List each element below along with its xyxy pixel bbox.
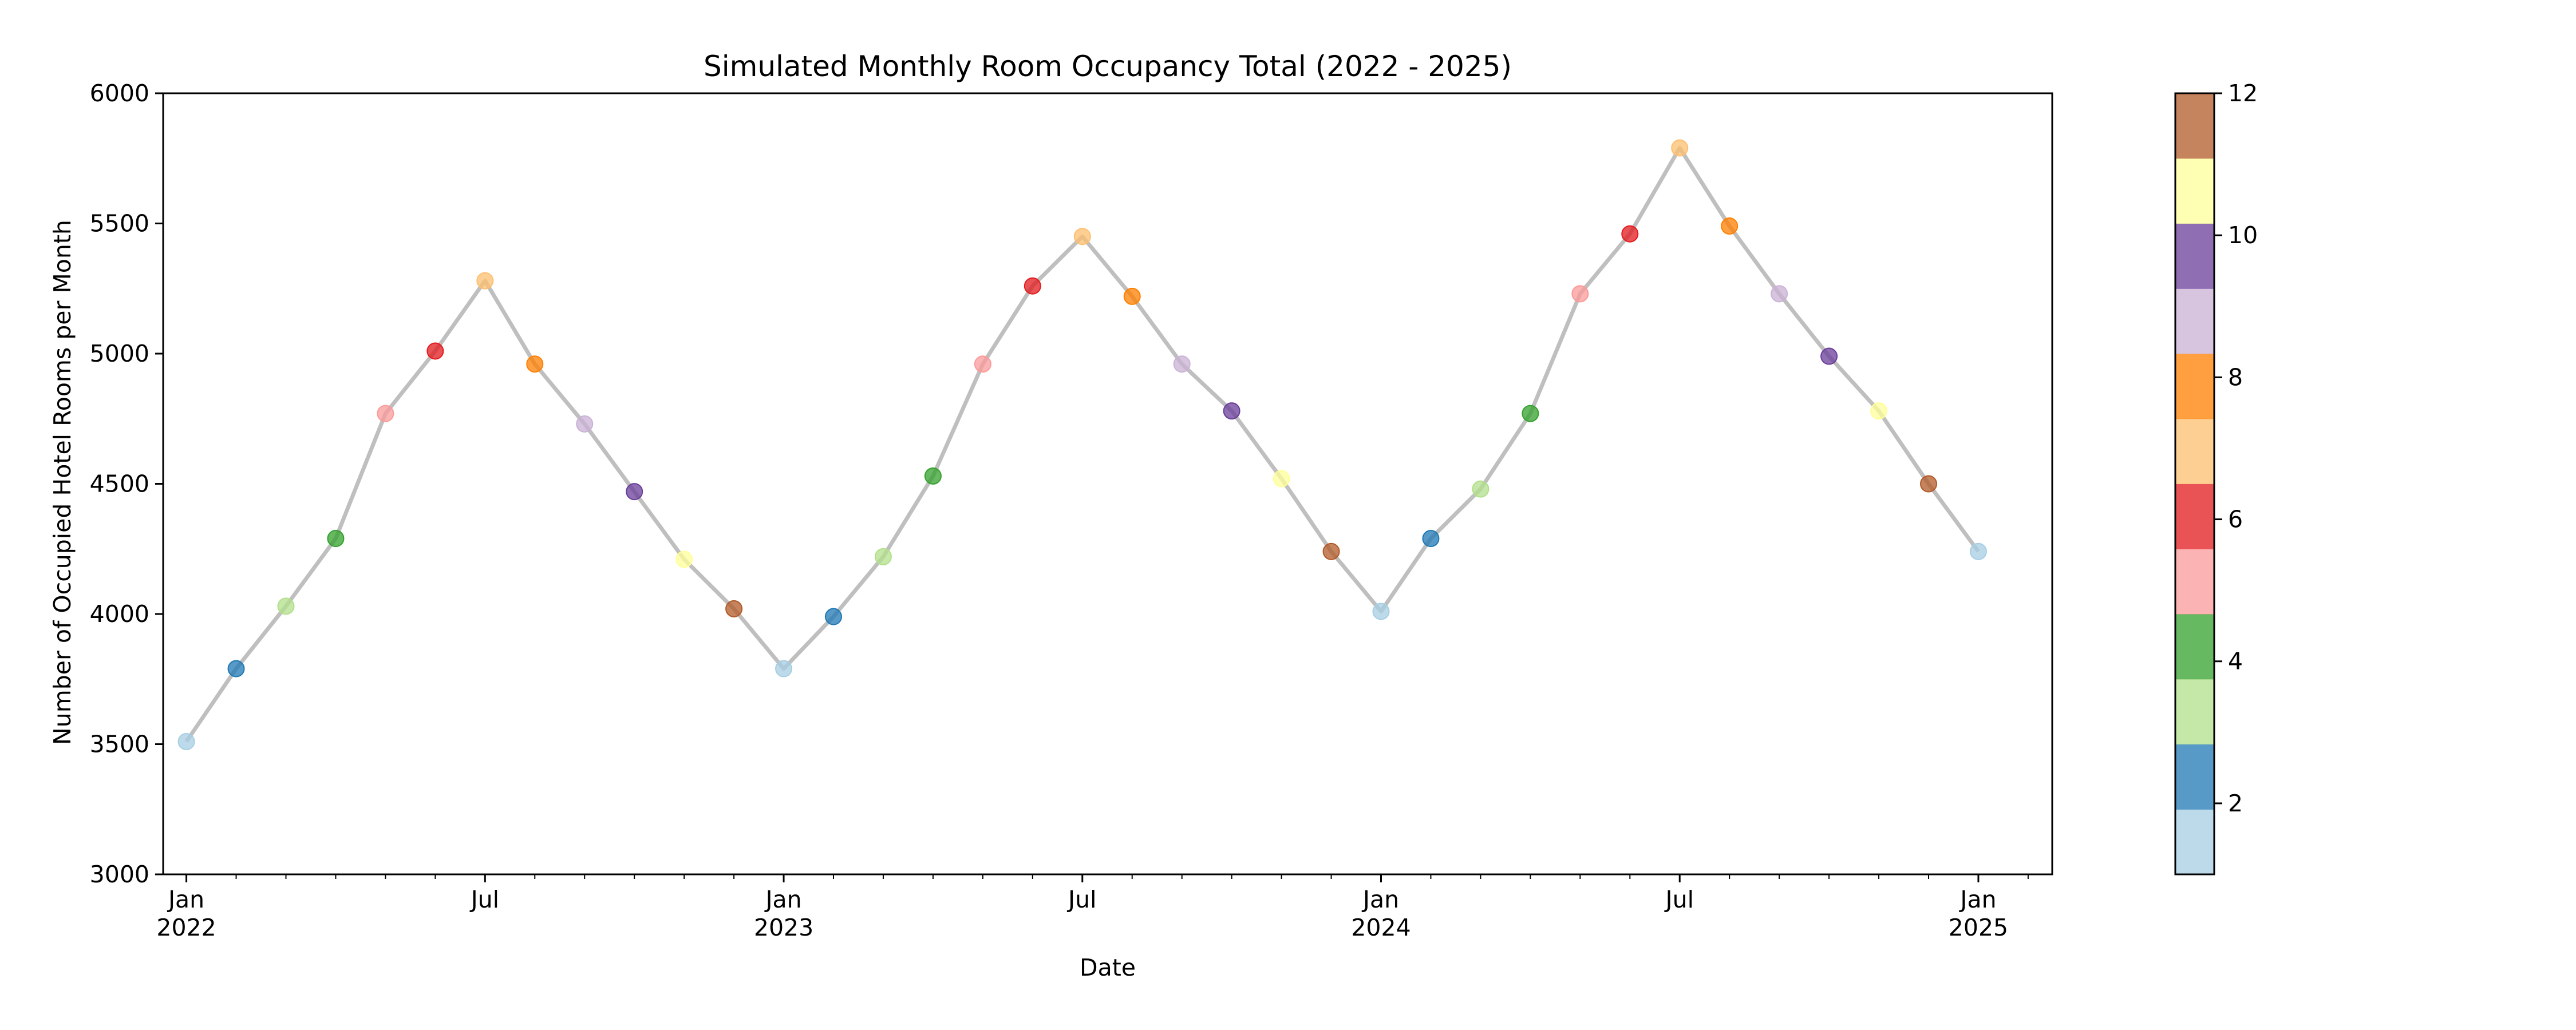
x-tick-label: Jan [1361, 886, 1399, 913]
data-point [1870, 402, 1888, 420]
x-tick-label: Jul [469, 886, 499, 913]
colorbar-segment [2175, 484, 2214, 549]
data-point [1322, 542, 1340, 560]
colorbar-segment [2175, 93, 2214, 159]
colorbar-segment [2175, 809, 2214, 875]
colorbar-segment [2175, 744, 2214, 810]
colorbar-ticks: 2 4 6 8 10 12 [2214, 80, 2258, 817]
data-point [277, 597, 295, 615]
colorbar-segment [2175, 158, 2214, 224]
data-point [426, 342, 444, 360]
colorbar-tick-label: 8 [2228, 363, 2243, 391]
data-point [476, 272, 494, 290]
data-point [377, 405, 394, 422]
data-point [1522, 405, 1539, 422]
data-point [1273, 470, 1290, 488]
plot-area [162, 92, 2053, 876]
data-point [1123, 287, 1141, 305]
data-point [924, 467, 942, 485]
data-point [1671, 139, 1689, 157]
data-point [177, 732, 195, 750]
data-point [1422, 530, 1440, 548]
colorbar-outline [2174, 92, 2215, 876]
colorbar-segment [2175, 354, 2214, 419]
colorbar-segment [2175, 679, 2214, 744]
data-point [1223, 402, 1240, 420]
data-point [824, 608, 842, 625]
y-tick-label: 6000 [90, 80, 149, 107]
colorbar-segment [2175, 418, 2214, 484]
data-point [1820, 347, 1838, 365]
colorbar-tick-label: 4 [2228, 648, 2243, 675]
x-axis-label: Date [1080, 954, 1136, 981]
data-point [1024, 277, 1041, 295]
x-tick-label: Jul [1664, 886, 1694, 913]
data-point [1173, 355, 1191, 373]
x-tick-year: 2023 [754, 914, 813, 941]
y-axis-label: Number of Occupied Hotel Rooms per Month [49, 220, 76, 745]
data-point [725, 600, 743, 617]
data-point [1969, 542, 1987, 560]
data-point [1073, 228, 1091, 245]
data-point [1571, 285, 1589, 303]
y-tick-label: 5000 [90, 340, 149, 367]
colorbar [2174, 92, 2215, 876]
chart-title: Simulated Monthly Room Occupancy Total (… [704, 50, 1512, 83]
data-point [1771, 285, 1788, 303]
colorbar-tick-label: 2 [2228, 790, 2243, 817]
y-tick-label: 4500 [90, 470, 149, 498]
x-tick-label: Jan [1958, 886, 1996, 913]
data-point [1920, 475, 1938, 493]
data-point [1621, 225, 1639, 243]
x-tick-year: 2024 [1351, 914, 1411, 941]
data-point [227, 660, 245, 678]
data-point [626, 483, 643, 501]
y-tick-label: 5500 [90, 210, 149, 237]
data-point [1721, 217, 1739, 235]
x-tick-label: Jan [764, 886, 801, 913]
x-tick-year: 2022 [156, 914, 216, 941]
data-points [177, 139, 1987, 750]
colorbar-tick-label: 6 [2228, 506, 2243, 533]
colorbar-tick-label: 10 [2228, 221, 2258, 249]
x-tick-label: Jul [1066, 886, 1096, 913]
y-tick-label: 4000 [90, 600, 149, 628]
data-point [526, 355, 544, 373]
data-point [1372, 603, 1390, 620]
data-point [874, 548, 892, 565]
y-tick-label: 3000 [90, 861, 149, 888]
data-point [327, 530, 345, 548]
data-point [1472, 480, 1490, 498]
colorbar-tick-label: 12 [2228, 80, 2258, 107]
y-axis-ticks: 3000 3500 4000 4500 5000 5500 6000 [90, 80, 163, 888]
data-point [675, 550, 693, 568]
data-point [775, 660, 793, 678]
data-point [974, 355, 991, 373]
data-point [576, 415, 594, 433]
colorbar-segment [2175, 549, 2214, 615]
y-tick-label: 3500 [90, 731, 149, 758]
colorbar-segment [2175, 223, 2214, 289]
x-tick-label: Jan [167, 886, 204, 913]
colorbar-segment [2175, 288, 2214, 354]
x-tick-year: 2025 [1949, 914, 2008, 941]
colorbar-segment [2175, 614, 2214, 680]
